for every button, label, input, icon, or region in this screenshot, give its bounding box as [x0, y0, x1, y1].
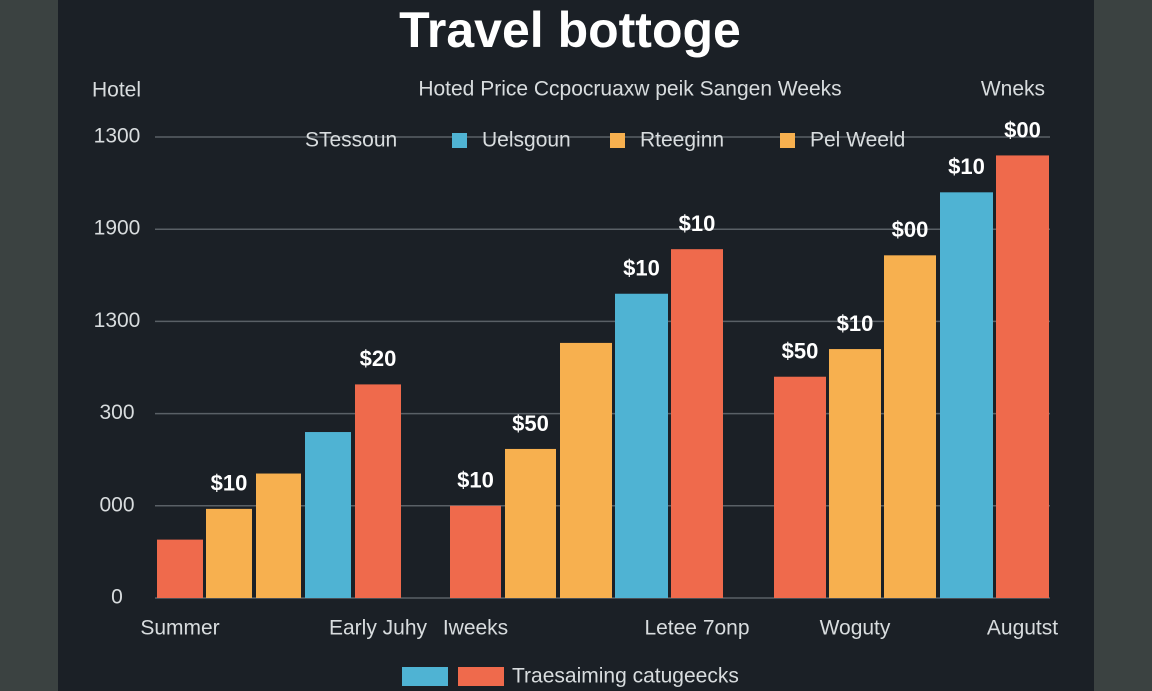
y-tick-label: 1300: [94, 309, 141, 332]
bar: [560, 342, 612, 598]
value-label: $20: [360, 346, 397, 371]
legend-label: Traesaiming catugeecks: [512, 665, 739, 688]
bar: [505, 448, 556, 598]
legend-swatch: [610, 133, 625, 148]
legend-label: Uelsgoun: [482, 129, 571, 152]
y-tick-label: 000: [99, 493, 134, 516]
value-label: $50: [782, 339, 819, 364]
y-axis-label: Hotel: [92, 79, 141, 102]
value-label: $10: [457, 468, 494, 493]
bar: [996, 155, 1049, 598]
y-tick-label: 1900: [94, 217, 141, 240]
bar: [157, 539, 203, 598]
value-label: $00: [892, 217, 929, 242]
bar: [206, 508, 252, 598]
value-label: $10: [837, 311, 874, 336]
bar: [450, 505, 501, 598]
x-tick-label: Augutst: [987, 617, 1058, 640]
x-tick-label: Woguty: [820, 617, 891, 640]
chart-title: Travel bottoge: [399, 2, 741, 58]
y-tick-label: 300: [99, 401, 134, 424]
subtitle: Hoted Price Ccpocruaxw peik Sangen Weeks: [418, 78, 841, 101]
bar: [829, 349, 881, 598]
x-tick-label: Early Juhy: [329, 617, 428, 640]
bar: [305, 432, 351, 598]
bar: [671, 249, 723, 598]
x-tick-label: Iweeks: [443, 617, 508, 640]
x-tick-label: Letee 7onp: [644, 617, 749, 640]
value-label: $10: [211, 471, 248, 496]
x-tick-label: Summer: [140, 617, 219, 640]
value-label: $10: [679, 211, 716, 236]
legend-label: Rteeginn: [640, 129, 724, 152]
legend-label: Pel Weeld: [810, 129, 905, 152]
value-label: $50: [512, 411, 549, 436]
bar: [256, 473, 301, 598]
legend-swatch: [780, 133, 795, 148]
value-label: $10: [948, 154, 985, 179]
bar: [615, 293, 668, 598]
legend-swatch: [458, 667, 504, 686]
value-label: $00: [1004, 117, 1041, 142]
value-label: $10: [623, 256, 660, 281]
bar: [355, 384, 401, 598]
legend-swatch: [402, 667, 448, 686]
right-axis-label: Wneks: [981, 78, 1045, 101]
bar: [774, 376, 826, 598]
y-tick-label: 0: [111, 586, 123, 609]
bar: [940, 192, 993, 598]
legend-label: STessoun: [305, 129, 397, 152]
y-tick-label: 1300: [94, 125, 141, 148]
legend-swatch: [452, 133, 467, 148]
bar: [884, 255, 936, 598]
